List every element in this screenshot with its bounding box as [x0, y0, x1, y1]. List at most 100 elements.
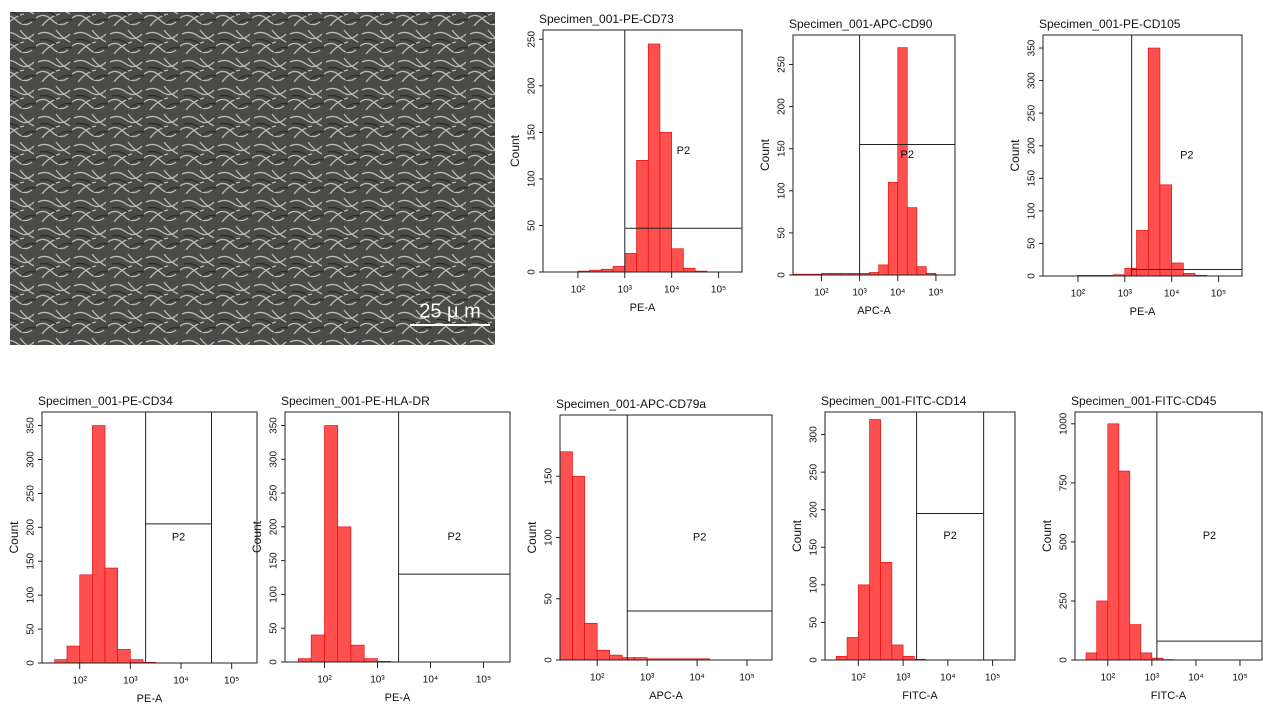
histogram-bar: [625, 253, 637, 272]
y-tick-label: 100: [1027, 202, 1038, 219]
histogram-bar: [1119, 471, 1130, 660]
histogram-bar: [637, 160, 649, 272]
x-tick-label: 10³: [123, 676, 138, 687]
y-tick-label: 150: [777, 140, 788, 157]
y-tick-label: 200: [1027, 137, 1038, 154]
y-tick-label: 1000: [1059, 412, 1070, 435]
histogram-bar: [879, 265, 889, 275]
y-tick-label: 0: [777, 272, 788, 278]
histogram-bar: [351, 645, 364, 662]
x-tick-label: 10⁵: [985, 673, 1000, 684]
x-tick-label: 10⁴: [173, 676, 188, 687]
chart-title: Specimen_001-APC-CD90: [789, 17, 933, 31]
cell-image: [10, 12, 495, 345]
histogram-bar: [585, 623, 598, 660]
histogram-bar: [338, 527, 351, 662]
histogram-bar: [324, 426, 337, 662]
y-tick-label: 250: [1059, 592, 1070, 609]
y-tick-label: 300: [26, 451, 37, 468]
y-tick-label: 300: [269, 451, 280, 468]
histogram-bar: [92, 426, 105, 663]
histogram-bar: [836, 656, 847, 660]
histogram-bar: [1086, 653, 1097, 660]
x-tick-label: 10⁵: [1232, 673, 1247, 684]
histogram-bar: [560, 452, 572, 660]
x-axis-label: FITC-A: [1151, 690, 1187, 702]
x-tick-label: 10³: [896, 673, 911, 684]
y-tick-label: 0: [26, 660, 37, 666]
y-axis-label: Count: [1008, 139, 1022, 172]
x-tick-label: 10²: [851, 673, 866, 684]
y-axis-label: Count: [508, 134, 522, 167]
x-tick-label: 10³: [370, 675, 385, 686]
histogram-panel: Specimen_001-FITC-CD14050100150200250300…: [790, 394, 1015, 702]
histogram-bar: [1108, 424, 1119, 660]
y-tick-label: 0: [1059, 657, 1070, 663]
y-tick-label: 50: [777, 227, 788, 239]
y-tick-label: 150: [26, 552, 37, 569]
x-axis-label: PE-A: [385, 692, 411, 704]
y-tick-label: 0: [544, 657, 555, 663]
y-tick-label: 200: [26, 519, 37, 536]
y-tick-label: 200: [809, 501, 820, 518]
micrograph: 25 μ m: [10, 12, 495, 345]
chart-title: Specimen_001-PE-CD105: [1039, 17, 1181, 31]
x-tick-label: 10³: [640, 673, 655, 684]
y-tick-label: 250: [809, 463, 820, 480]
x-tick-label: 10²: [814, 288, 829, 299]
histogram-bar: [311, 635, 324, 662]
histogram-bar: [683, 268, 695, 272]
histogram-bar: [1097, 601, 1108, 660]
y-tick-label: 150: [544, 467, 555, 484]
gate-label: P2: [172, 531, 185, 543]
gate-label: P2: [693, 531, 706, 543]
scale-bar-label: 25 μ m: [419, 300, 481, 322]
x-axis-label: FITC-A: [902, 690, 938, 702]
x-tick-label: 10⁴: [1188, 673, 1203, 684]
plot-frame: [42, 412, 257, 663]
y-axis-label: Count: [1040, 519, 1054, 552]
x-tick-label: 10⁴: [423, 675, 438, 686]
x-tick-label: 10⁵: [224, 676, 239, 687]
chart-title: Specimen_001-FITC-CD45: [1071, 394, 1217, 408]
y-axis-label: Count: [758, 138, 772, 171]
x-tick-label: 10³: [852, 288, 867, 299]
y-tick-label: 200: [527, 77, 538, 94]
histogram-bar: [903, 656, 914, 660]
histogram-bar: [660, 132, 672, 272]
y-tick-label: 100: [26, 586, 37, 603]
y-axis-label: Count: [525, 521, 539, 554]
y-tick-label: 50: [26, 623, 37, 635]
x-tick-label: 10²: [1101, 673, 1116, 684]
plot-frame: [825, 412, 1015, 660]
histogram-bar: [858, 585, 869, 660]
y-tick-label: 0: [269, 659, 280, 665]
histogram-bar: [870, 420, 881, 660]
x-axis-label: APC-A: [649, 690, 683, 702]
x-tick-label: 10²: [590, 673, 605, 684]
x-tick-label: 10²: [1071, 289, 1086, 300]
x-tick-label: 10³: [618, 285, 633, 296]
y-tick-label: 350: [26, 417, 37, 434]
y-tick-label: 150: [269, 552, 280, 569]
y-tick-label: 0: [809, 657, 820, 663]
histogram-bar: [1160, 185, 1172, 276]
gate-label: P2: [901, 149, 914, 161]
y-tick-label: 50: [527, 219, 538, 231]
histogram-bar: [888, 182, 898, 275]
histogram-bar: [917, 267, 927, 275]
y-axis-label: Count: [7, 521, 21, 554]
histogram-bar: [80, 575, 93, 663]
histogram-bar: [907, 208, 917, 275]
chart-title: Specimen_001-APC-CD79a: [556, 397, 706, 411]
x-tick-label: 10²: [72, 676, 87, 687]
y-axis-label: Count: [250, 520, 264, 553]
gate-label: P2: [448, 531, 461, 543]
histogram-bar: [298, 659, 311, 662]
histogram-panel: Specimen_001-PE-CD3405010015020025030035…: [7, 394, 257, 705]
y-tick-label: 0: [527, 269, 538, 275]
x-tick-label: 10⁴: [1164, 289, 1179, 300]
